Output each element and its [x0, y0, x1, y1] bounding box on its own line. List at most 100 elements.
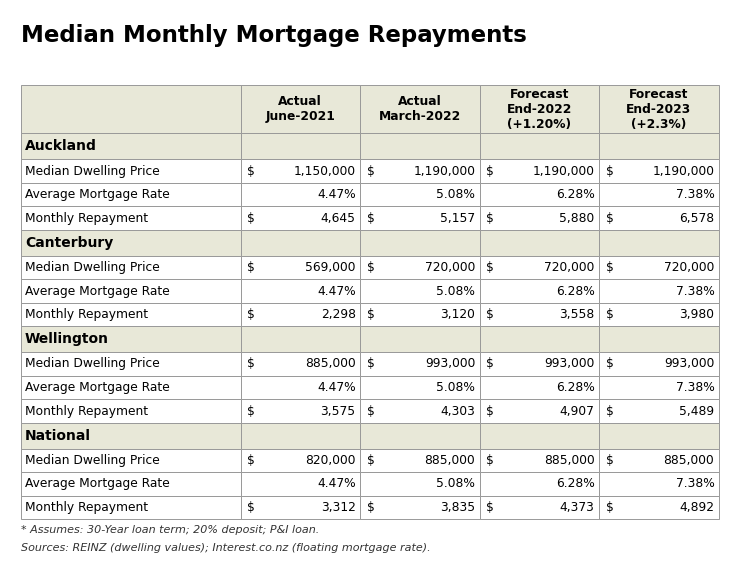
Text: 6,578: 6,578 — [679, 212, 714, 225]
Text: 7.38%: 7.38% — [675, 285, 714, 298]
Bar — [240, 279, 360, 303]
Text: Monthly Repayment: Monthly Repayment — [25, 405, 148, 417]
Text: 885,000: 885,000 — [664, 454, 714, 467]
Bar — [240, 472, 360, 496]
Bar — [599, 279, 719, 303]
Text: $: $ — [247, 308, 255, 321]
Bar — [360, 352, 480, 376]
Text: Monthly Repayment: Monthly Repayment — [25, 212, 148, 225]
Bar — [480, 376, 599, 399]
Text: 4.47%: 4.47% — [317, 188, 356, 201]
Text: 4.47%: 4.47% — [317, 477, 356, 490]
Text: $: $ — [487, 261, 494, 274]
Text: $: $ — [367, 261, 374, 274]
Bar — [599, 85, 719, 133]
Text: National: National — [25, 429, 91, 443]
Bar — [240, 133, 360, 159]
Bar — [360, 206, 480, 230]
Bar — [480, 256, 599, 279]
Text: 4.47%: 4.47% — [317, 285, 356, 298]
Bar — [480, 303, 599, 326]
Text: $: $ — [367, 165, 374, 178]
Bar — [599, 326, 719, 352]
Bar — [360, 183, 480, 206]
Text: $: $ — [606, 405, 614, 417]
Text: 6.28%: 6.28% — [556, 188, 595, 201]
Text: 5.08%: 5.08% — [437, 381, 476, 394]
Bar — [21, 326, 240, 352]
Bar — [240, 326, 360, 352]
Bar — [21, 159, 240, 183]
Text: 7.38%: 7.38% — [675, 381, 714, 394]
Text: 3,558: 3,558 — [559, 308, 595, 321]
Text: 1,150,000: 1,150,000 — [293, 165, 356, 178]
Text: $: $ — [367, 501, 374, 514]
Text: $: $ — [487, 454, 494, 467]
Bar — [240, 376, 360, 399]
Bar — [360, 423, 480, 449]
Text: 569,000: 569,000 — [305, 261, 356, 274]
Bar — [480, 326, 599, 352]
Text: $: $ — [367, 308, 374, 321]
Bar — [21, 352, 240, 376]
Text: Average Mortgage Rate: Average Mortgage Rate — [25, 188, 170, 201]
Bar — [21, 183, 240, 206]
Text: $: $ — [606, 261, 614, 274]
Text: 885,000: 885,000 — [544, 454, 595, 467]
Text: 4,373: 4,373 — [560, 501, 595, 514]
Text: $: $ — [487, 405, 494, 417]
Text: Monthly Repayment: Monthly Repayment — [25, 501, 148, 514]
Text: $: $ — [367, 405, 374, 417]
Text: 993,000: 993,000 — [545, 358, 595, 370]
Bar — [599, 206, 719, 230]
Bar — [240, 496, 360, 519]
Text: Average Mortgage Rate: Average Mortgage Rate — [25, 285, 170, 298]
Text: 5.08%: 5.08% — [437, 188, 476, 201]
Text: $: $ — [606, 358, 614, 370]
Bar — [599, 423, 719, 449]
Text: Median Monthly Mortgage Repayments: Median Monthly Mortgage Repayments — [21, 24, 526, 46]
Text: $: $ — [606, 165, 614, 178]
Text: $: $ — [367, 454, 374, 467]
Text: 4.47%: 4.47% — [317, 381, 356, 394]
Text: Actual
June-2021: Actual June-2021 — [265, 95, 335, 123]
Text: 820,000: 820,000 — [305, 454, 356, 467]
Bar — [240, 85, 360, 133]
Text: $: $ — [487, 165, 494, 178]
Bar — [240, 399, 360, 423]
Text: 5,157: 5,157 — [440, 212, 476, 225]
Bar — [480, 496, 599, 519]
Bar — [21, 133, 240, 159]
Text: $: $ — [367, 358, 374, 370]
Bar — [480, 449, 599, 472]
Text: Forecast
End-2022
(+1.20%): Forecast End-2022 (+1.20%) — [506, 88, 572, 131]
Text: Sources: REINZ (dwelling values); Interest.co.nz (floating mortgage rate).: Sources: REINZ (dwelling values); Intere… — [21, 543, 430, 553]
Text: Median Dwelling Price: Median Dwelling Price — [25, 358, 159, 370]
Bar — [599, 496, 719, 519]
Bar — [360, 399, 480, 423]
Bar — [599, 183, 719, 206]
Text: $: $ — [606, 212, 614, 225]
Text: $: $ — [606, 501, 614, 514]
Bar — [480, 230, 599, 256]
Text: 4,907: 4,907 — [560, 405, 595, 417]
Text: $: $ — [487, 308, 494, 321]
Bar — [480, 352, 599, 376]
Text: * Assumes: 30-Year loan term; 20% deposit; P&I loan.: * Assumes: 30-Year loan term; 20% deposi… — [21, 525, 319, 535]
Text: 4,645: 4,645 — [320, 212, 356, 225]
Text: 720,000: 720,000 — [425, 261, 476, 274]
Text: 5.08%: 5.08% — [437, 477, 476, 490]
Bar — [599, 230, 719, 256]
Text: $: $ — [367, 212, 374, 225]
Text: Monthly Repayment: Monthly Repayment — [25, 308, 148, 321]
Text: Actual
March-2022: Actual March-2022 — [379, 95, 461, 123]
Bar — [360, 230, 480, 256]
Bar — [21, 423, 240, 449]
Bar — [599, 472, 719, 496]
Text: 3,835: 3,835 — [440, 501, 476, 514]
Bar — [240, 352, 360, 376]
Bar — [360, 303, 480, 326]
Bar — [599, 256, 719, 279]
Bar — [21, 230, 240, 256]
Text: Forecast
End-2023
(+2.3%): Forecast End-2023 (+2.3%) — [626, 88, 692, 131]
